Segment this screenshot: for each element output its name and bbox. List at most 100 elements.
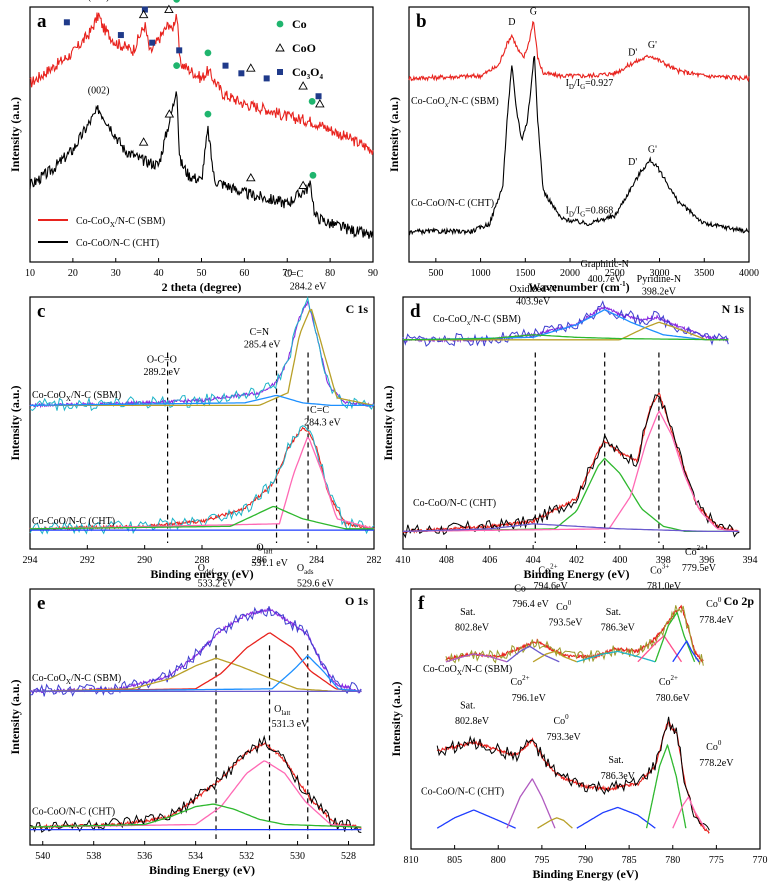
y-axis-label: Intensity (a.u.) (8, 97, 22, 172)
peak-annotation: Sat. (608, 755, 623, 766)
series-line (29, 426, 375, 532)
peak-annotation: 531.1 eV (251, 558, 288, 569)
series-line (402, 457, 740, 533)
peak-annotation: D' (628, 47, 637, 58)
intensity-ratio-part: /I (574, 78, 580, 89)
peak-annotation-part: 0 (718, 739, 722, 747)
coo-marker (164, 109, 175, 118)
peak-annotation: (002) (88, 86, 110, 97)
co3o4-marker (315, 93, 322, 100)
peak-annotation-part: 531.3 eV (272, 719, 309, 730)
raw-data-line (436, 716, 710, 831)
peak-annotation-part: 531.1 eV (251, 558, 288, 569)
peak-annotation-part: Sat. (460, 701, 475, 712)
curve-label: Co-CoOx/N-C (SBM) (411, 96, 499, 109)
peak-annotation: 778.2eV (699, 758, 734, 769)
panel-b: 500 1000 1500 2000 2500 3000 3500 4000 Wavenumbe… (387, 6, 759, 294)
peak-annotation: 779.5eV (682, 563, 717, 574)
x-axis-label-part: -1 (620, 280, 626, 288)
x-tick-label: 795 (534, 855, 549, 866)
x-tick-label: 1500 (515, 268, 535, 279)
peak-annotation-part: latt (281, 709, 290, 717)
peak-annotation-part: O (274, 704, 281, 715)
series-line (30, 505, 374, 530)
peak-annotation: C=N (250, 327, 270, 338)
peak-annotation-part: Co (706, 742, 718, 753)
series-line (645, 743, 687, 829)
x-tick-label: 4000 (739, 268, 759, 279)
series-line (637, 634, 683, 663)
series-line (408, 55, 750, 236)
co-marker (173, 62, 181, 70)
intensity-ratio-part: I (566, 78, 569, 89)
peak-annotation-part: Co (553, 716, 565, 727)
x-tick-label: 800 (491, 855, 506, 866)
peak-annotation-part: Co (511, 677, 523, 688)
peak-annotation-part: 3+ (662, 562, 670, 570)
peak-annotation-part: (002) (88, 86, 110, 97)
peak-annotation-part: 778.4eV (699, 615, 734, 626)
x-tick-label: 3000 (650, 268, 670, 279)
panel-f: 810 805 800 795 790 785 780 775 770 Binding Energ… (389, 544, 768, 881)
peak-annotation-part: Co (685, 547, 697, 558)
x-tick-label: 780 (665, 855, 680, 866)
x-tick-label: 80 (325, 268, 335, 279)
peak-annotation-part: (002) (88, 0, 110, 2)
series-line (532, 650, 578, 663)
legend-co3o4-label-part: Co (292, 65, 307, 79)
peak-annotation-part: latt (264, 548, 273, 556)
legend-co3o4-label-part: 3 (307, 73, 311, 81)
x-axis-label-part: Wavenumber (cm (528, 280, 619, 294)
x-tick-label: 60 (239, 268, 249, 279)
peak-annotation-part: C=C (284, 269, 303, 280)
peak-annotation-part: 398.2eV (642, 286, 677, 297)
x-tick-label: 2500 (605, 268, 625, 279)
curve-label: Co-CoO/N-C (CHT) (411, 198, 494, 209)
panel-title: Co 2p (724, 594, 755, 608)
peak-annotation: 780.6eV (656, 693, 691, 704)
peak-annotation-part: Co (659, 677, 671, 688)
x-axis-label: Binding Energy (eV) (149, 863, 255, 877)
peak-annotation-part: D' (628, 47, 637, 58)
series-line (445, 653, 508, 663)
intensity-ratio-part: D (569, 83, 574, 91)
co-marker (204, 49, 212, 57)
curve-label: Co-CoO/N-C (CHT) (413, 498, 496, 509)
intensity-ratio-part: I (566, 206, 569, 217)
x-tick-label: 538 (86, 851, 101, 862)
peak-annotation-part: C=C (310, 405, 329, 416)
x-tick-label: 534 (188, 851, 203, 862)
panel-title: N 1s (722, 302, 745, 316)
legend-co3o4-label: Co3O4 (292, 65, 324, 81)
curve-label-part: /N-C (SBM) (448, 96, 498, 107)
peak-annotation: C=C (310, 405, 329, 416)
curve-label-part: x (467, 319, 471, 327)
peak-annotation-part: C=N (250, 327, 270, 338)
series-line (30, 308, 375, 407)
curve-label-part: /N-C (SBM) (71, 673, 121, 684)
intensity-ratio-part: =0.927 (585, 78, 613, 89)
series-line (29, 12, 374, 155)
peak-annotation: 796.4 eV (512, 599, 549, 610)
peak-annotation: D' (628, 157, 637, 168)
curve-label-part: /N-C (SBM) (470, 314, 520, 325)
peak-annotation: 793.3eV (547, 732, 582, 743)
x-tick-label: 402 (569, 555, 584, 566)
coo-marker (138, 9, 149, 19)
panel-label: d (410, 301, 421, 322)
peak-annotation-part: 0 (568, 599, 572, 607)
peak-annotation-part: 403.9eV (516, 297, 551, 308)
raw-data-line (445, 605, 704, 666)
x-tick-label: 410 (396, 555, 411, 566)
peak-annotation-part: Sat. (608, 755, 623, 766)
x-tick-label: 394 (743, 555, 758, 566)
peak-annotation: Olatt (256, 543, 272, 556)
peak-annotation-part: 400.7eV (588, 274, 623, 285)
peak-annotation: 403.9eV (516, 297, 551, 308)
x-tick-label: 398 (656, 555, 671, 566)
series-line (402, 523, 740, 533)
peak-annotation: Odef (198, 563, 215, 576)
series-line (506, 778, 556, 829)
peak-annotation-part: Co (706, 599, 718, 610)
